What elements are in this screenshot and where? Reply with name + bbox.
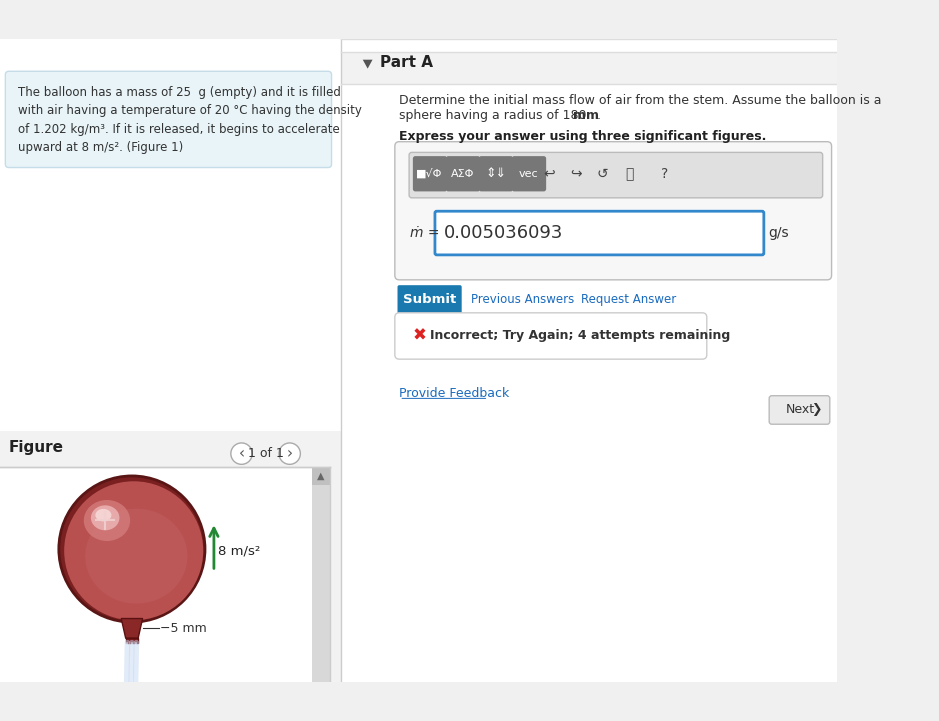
Text: Determine the initial mass flow of air from the stem. Assume the balloon is a: Determine the initial mass flow of air f… xyxy=(399,94,882,107)
Bar xyxy=(0,39,342,431)
FancyBboxPatch shape xyxy=(769,396,830,424)
Ellipse shape xyxy=(85,508,188,603)
Text: ?: ? xyxy=(661,167,669,181)
Text: ✖: ✖ xyxy=(412,327,426,345)
Text: Next: Next xyxy=(786,404,815,417)
Text: ↪: ↪ xyxy=(570,167,581,181)
Text: ▲: ▲ xyxy=(317,471,325,481)
Text: ■√Φ: ■√Φ xyxy=(416,169,443,179)
Text: Submit: Submit xyxy=(403,293,456,306)
Ellipse shape xyxy=(96,509,112,521)
FancyBboxPatch shape xyxy=(480,157,513,191)
Circle shape xyxy=(64,482,203,620)
Ellipse shape xyxy=(84,500,131,541)
Text: g/s: g/s xyxy=(768,226,789,239)
Text: Provide Feedback: Provide Feedback xyxy=(399,386,510,399)
Text: −5 mm: −5 mm xyxy=(161,622,208,634)
Text: sphere having a radius of 180: sphere having a radius of 180 xyxy=(399,109,594,122)
FancyBboxPatch shape xyxy=(413,157,447,191)
Text: Express your answer using three significant figures.: Express your answer using three signific… xyxy=(399,130,766,143)
Polygon shape xyxy=(362,60,373,68)
Text: 1 of 1: 1 of 1 xyxy=(248,447,284,460)
FancyBboxPatch shape xyxy=(409,152,823,198)
Bar xyxy=(312,467,330,485)
Text: ❯: ❯ xyxy=(811,404,822,417)
Text: ⌹: ⌹ xyxy=(625,167,634,181)
Text: ⇕⇓: ⇕⇓ xyxy=(485,167,506,180)
FancyBboxPatch shape xyxy=(513,157,546,191)
Text: Request Answer: Request Answer xyxy=(581,293,676,306)
FancyBboxPatch shape xyxy=(6,71,331,167)
FancyBboxPatch shape xyxy=(394,142,832,280)
Text: ↺: ↺ xyxy=(596,167,608,181)
Text: 8 m/s²: 8 m/s² xyxy=(219,545,261,558)
Text: ṁ =: ṁ = xyxy=(410,226,439,239)
Text: Incorrect; Try Again; 4 attempts remaining: Incorrect; Try Again; 4 attempts remaini… xyxy=(430,329,731,342)
Bar xyxy=(126,638,138,642)
Text: AΣΦ: AΣΦ xyxy=(451,169,474,179)
Text: ↩: ↩ xyxy=(544,167,555,181)
Text: Previous Answers: Previous Answers xyxy=(470,293,574,306)
Text: vec: vec xyxy=(518,169,538,179)
Bar xyxy=(312,467,330,682)
Text: ‹: ‹ xyxy=(239,446,244,461)
Bar xyxy=(342,52,837,84)
Bar xyxy=(342,39,837,682)
Polygon shape xyxy=(121,619,143,638)
Ellipse shape xyxy=(91,505,119,530)
Text: Figure: Figure xyxy=(8,441,64,455)
Circle shape xyxy=(231,443,253,464)
Text: 0.005036093: 0.005036093 xyxy=(444,224,563,242)
Text: .: . xyxy=(593,109,601,122)
Circle shape xyxy=(59,476,205,622)
Circle shape xyxy=(279,443,300,464)
FancyBboxPatch shape xyxy=(447,157,480,191)
FancyBboxPatch shape xyxy=(397,286,462,314)
FancyBboxPatch shape xyxy=(435,211,763,255)
FancyBboxPatch shape xyxy=(394,313,707,359)
Text: mm: mm xyxy=(573,109,599,122)
Text: ›: › xyxy=(286,446,293,461)
Text: The balloon has a mass of 25  g (empty) and it is filled
with air having a tempe: The balloon has a mass of 25 g (empty) a… xyxy=(18,86,362,154)
Bar xyxy=(0,467,330,682)
Text: Part A: Part A xyxy=(379,56,433,70)
